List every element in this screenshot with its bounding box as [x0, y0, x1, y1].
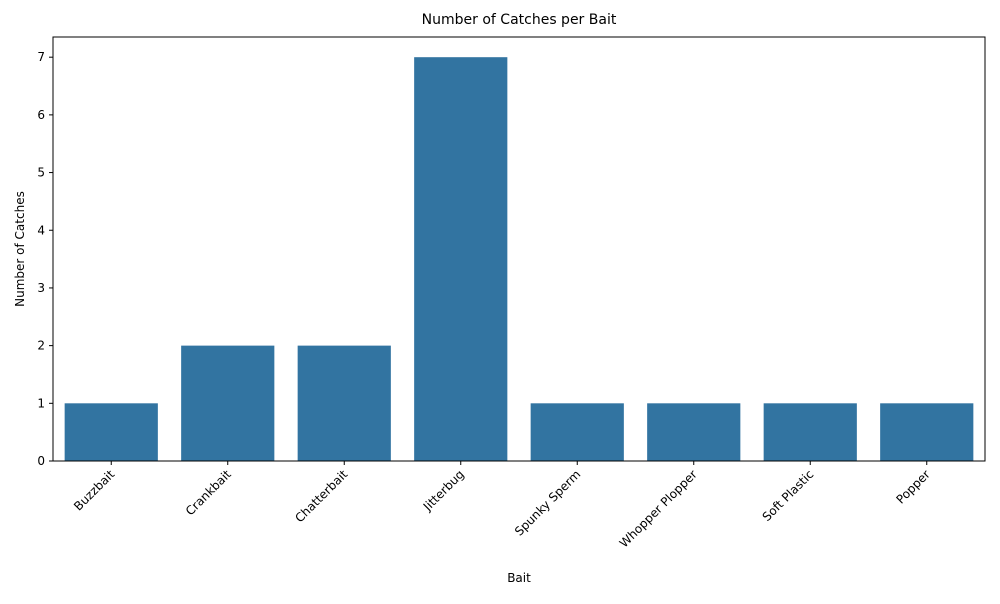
axes-frame: [52, 36, 986, 462]
x-tick-label: Spunky Sperm: [512, 467, 583, 538]
y-tick-label: 5: [37, 166, 45, 180]
bar-popper: [880, 403, 974, 461]
bar-chatterbait: [297, 345, 391, 461]
y-tick-label: 3: [37, 281, 45, 295]
y-tick-label: 2: [37, 339, 45, 353]
bar-whopper-plopper: [647, 403, 741, 461]
chart-title: Number of Catches per Bait: [422, 12, 617, 28]
y-axis-label: Number of Catches: [13, 191, 27, 307]
x-tick-label: Popper: [893, 467, 932, 506]
bar-buzzbait: [64, 403, 158, 461]
x-tick-label: Jitterbug: [420, 467, 467, 514]
y-tick-label: 6: [37, 108, 45, 122]
x-axis-label: Bait: [507, 571, 531, 585]
y-tick-label: 0: [37, 454, 45, 468]
bar-jitterbug: [414, 57, 508, 461]
y-tick-label: 4: [37, 223, 45, 237]
x-tick-label: Crankbait: [183, 467, 234, 518]
x-axis-ticks: Buzzbait Crankbait Chatterbait Jitterbug Spu…: [71, 461, 933, 550]
x-tick-label: Whopper Plopper: [617, 467, 700, 550]
y-axis-ticks: 0 1 2 3 4 5 6 7: [37, 50, 53, 468]
x-tick-label: Chatterbait: [292, 467, 350, 525]
bar-soft-plastic: [763, 403, 857, 461]
x-tick-label: Buzzbait: [71, 467, 117, 513]
bars-group: [64, 57, 974, 461]
plot-frame: [52, 36, 986, 462]
y-tick-label: 7: [37, 50, 45, 64]
bar-crankbait: [181, 345, 275, 461]
bar-spunky-sperm: [530, 403, 624, 461]
y-tick-label: 1: [37, 396, 45, 410]
x-tick-label: Soft Plastic: [760, 467, 817, 524]
